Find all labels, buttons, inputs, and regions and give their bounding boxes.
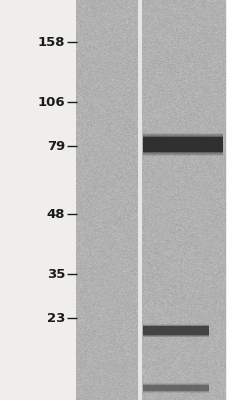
Bar [143,134,222,135]
Bar [143,137,222,152]
Text: 158: 158 [37,36,65,48]
Bar [138,0,142,400]
Bar [143,154,222,155]
Bar [143,133,222,134]
Text: 23: 23 [46,312,65,324]
Bar [143,155,222,156]
Bar [143,385,208,391]
Bar [143,136,222,137]
Bar [143,326,208,335]
Bar [143,135,222,136]
Bar [143,152,222,153]
Text: 106: 106 [37,96,65,108]
Text: 48: 48 [46,208,65,220]
Text: 35: 35 [46,268,65,280]
Text: 79: 79 [47,140,65,152]
Bar [143,153,222,154]
